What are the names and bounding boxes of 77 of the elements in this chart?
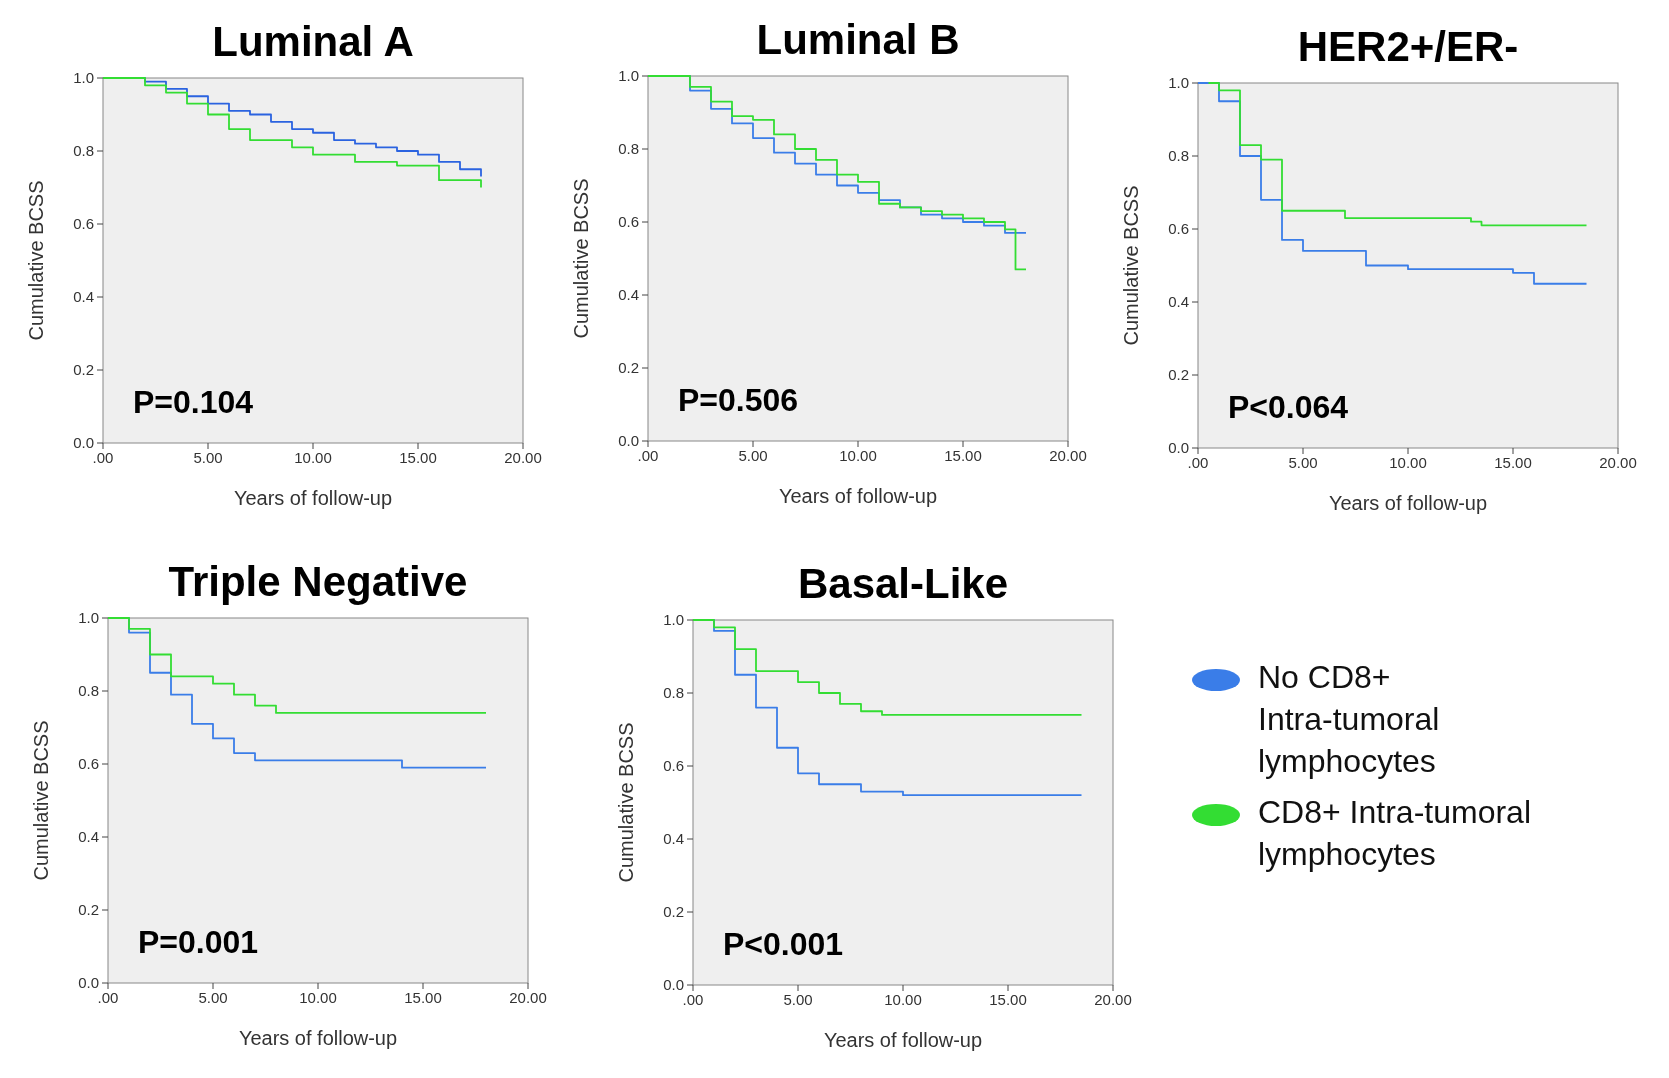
annotation: P<0.064 [1228, 389, 1349, 425]
y-tick-label: 0.6 [78, 755, 99, 773]
y-tick-label: 0.0 [663, 976, 684, 994]
y-tick-label: 1.0 [73, 69, 94, 87]
y-tick-label: 1.0 [618, 67, 639, 85]
y-axis-title: Cumulative BCSS [25, 180, 47, 341]
y-tick-label: 0.6 [73, 215, 94, 233]
y-tick-label: 0.4 [618, 286, 639, 304]
y-tick-label: 0.2 [1168, 366, 1189, 384]
y-tick-label: 0.4 [73, 288, 94, 306]
x-tick-label: .00 [1187, 454, 1209, 471]
y-axis-title: Cumulative BCSS [1120, 185, 1142, 346]
x-tick-label: 10.00 [884, 991, 922, 1008]
x-axis-title: Years of follow-up [233, 487, 393, 509]
y-tick-label: 0.2 [663, 903, 684, 921]
x-tick-label: .00 [92, 449, 114, 466]
y-tick-label: 1.0 [78, 609, 99, 627]
x-tick-label: 15.00 [1494, 454, 1532, 471]
annotation: P<0.001 [723, 926, 844, 962]
annotation: P=0.506 [678, 382, 799, 418]
x-axis-title: Years of follow-up [778, 485, 938, 507]
y-tick-label: 0.8 [663, 684, 684, 702]
chart-title: Luminal A [212, 18, 414, 65]
chart-title: Luminal B [756, 16, 960, 63]
x-axis-title: Years of follow-up [1328, 492, 1488, 514]
legend-label: No CD8+ Intra-tumoral lymphocytes [1258, 659, 1440, 779]
x-tick-label: 10.00 [299, 989, 337, 1006]
x-tick-label: 15.00 [989, 991, 1027, 1008]
y-tick-label: 1.0 [663, 611, 684, 629]
y-axis-title: Cumulative BCSS [615, 722, 637, 883]
x-axis-title: Years of follow-up [823, 1029, 983, 1051]
y-tick-label: 0.0 [1168, 439, 1189, 457]
x-tick-label: 20.00 [1094, 991, 1132, 1008]
x-tick-label: 20.00 [504, 449, 542, 466]
x-tick-label: 15.00 [944, 447, 982, 464]
y-tick-label: 0.0 [618, 432, 639, 450]
x-tick-label: 5.00 [1288, 454, 1318, 471]
x-tick-label: .00 [97, 989, 119, 1006]
y-axis-title: Cumulative BCSS [570, 178, 592, 339]
y-tick-label: 0.8 [78, 682, 99, 700]
y-tick-label: 0.2 [78, 901, 99, 919]
x-axis-title: Years of follow-up [238, 1027, 398, 1049]
y-tick-label: 0.8 [73, 142, 94, 160]
x-tick-label: 15.00 [399, 449, 437, 466]
y-tick-label: 0.6 [618, 213, 639, 231]
y-tick-label: 0.6 [1168, 220, 1189, 238]
y-tick-label: 0.0 [73, 434, 94, 452]
y-tick-label: 0.6 [663, 757, 684, 775]
x-tick-label: 5.00 [198, 989, 228, 1006]
y-tick-label: 0.4 [663, 830, 684, 848]
x-tick-label: 5.00 [783, 991, 813, 1008]
x-tick-label: 10.00 [839, 447, 877, 464]
x-tick-label: 5.00 [738, 447, 768, 464]
x-tick-label: 15.00 [404, 989, 442, 1006]
y-tick-label: 0.8 [1168, 147, 1189, 165]
y-tick-label: 0.2 [618, 359, 639, 377]
x-tick-label: .00 [682, 991, 704, 1008]
y-tick-label: 0.4 [78, 828, 99, 846]
x-tick-label: 20.00 [509, 989, 547, 1006]
annotation: P=0.001 [138, 924, 259, 960]
y-tick-label: 1.0 [1168, 74, 1189, 92]
chart-title: Triple Negative [168, 558, 468, 605]
x-tick-label: 10.00 [294, 449, 332, 466]
y-tick-label: 0.8 [618, 140, 639, 158]
x-tick-label: 10.00 [1389, 454, 1427, 471]
y-tick-label: 0.2 [73, 361, 94, 379]
legend-label: CD8+ Intra-tumoral lymphocytes [1258, 794, 1531, 872]
x-tick-label: .00 [637, 447, 659, 464]
x-tick-label: 5.00 [193, 449, 223, 466]
annotation: P=0.104 [133, 384, 254, 420]
y-axis-title: Cumulative BCSS [30, 720, 52, 881]
chart-title: HER2+/ER- [1297, 23, 1519, 70]
x-tick-label: 20.00 [1049, 447, 1087, 464]
x-tick-label: 20.00 [1599, 454, 1637, 471]
y-tick-label: 0.0 [78, 974, 99, 992]
chart-title: Basal-Like [797, 560, 1009, 607]
y-tick-label: 0.4 [1168, 293, 1189, 311]
